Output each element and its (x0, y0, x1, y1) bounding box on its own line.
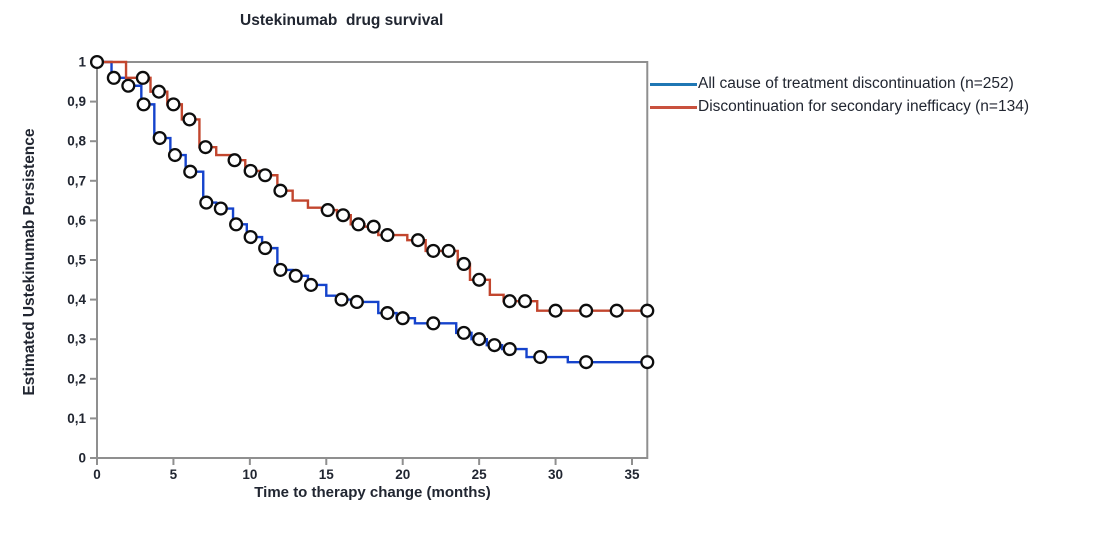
legend-label-secondary-inefficacy: Discontinuation for secondary inefficacy… (698, 98, 1029, 115)
censor-marker-series-0 (183, 164, 198, 179)
censor-marker-series-0 (243, 229, 258, 245)
censor-marker-series-1 (135, 70, 150, 85)
censor-marker-series-1 (198, 140, 213, 155)
y-tick-label: 0,4 (67, 292, 86, 307)
censor-marker-series-1 (517, 294, 533, 309)
x-axis-title: Time to therapy change (months) (254, 484, 491, 501)
y-tick-label: 0,3 (67, 332, 86, 347)
censor-marker-series-1 (182, 112, 197, 127)
x-tick-label: 0 (93, 467, 101, 482)
censor-marker-series-0 (334, 292, 349, 307)
legend-item-all-cause: All cause of treatment discontinuation (… (650, 74, 1029, 94)
censor-marker-series-0 (426, 316, 441, 331)
censor-marker-series-0 (395, 311, 410, 326)
censor-marker-series-0 (502, 342, 517, 357)
censor-marker-series-1 (640, 303, 655, 318)
censor-marker-series-0 (121, 78, 136, 93)
censor-marker-series-1 (336, 208, 351, 223)
censor-marker-series-1 (472, 272, 487, 287)
chart-title: Ustekinumab drug survival (240, 12, 444, 29)
censor-marker-series-1 (548, 303, 563, 318)
censor-marker-series-1 (273, 183, 288, 198)
plot-frame (96, 61, 649, 459)
censor-marker-series-1 (579, 303, 594, 318)
censor-marker-series-0 (487, 338, 502, 353)
censor-marker-series-0 (640, 355, 655, 370)
censor-marker-series-0 (273, 262, 288, 277)
y-tick-label: 0 (78, 451, 86, 466)
y-tick-label: 0,9 (67, 94, 86, 109)
censor-marker-series-0 (579, 355, 594, 370)
censor-marker-series-0 (456, 325, 471, 340)
censor-marker-series-0 (167, 148, 183, 163)
censor-marker-series-0 (89, 54, 105, 70)
legend-line-swatch-blue (650, 82, 697, 86)
legend-item-secondary-inefficacy: Discontinuation for secondary inefficacy… (650, 97, 1029, 117)
x-tick-label: 30 (548, 467, 563, 482)
censor-marker-series-1 (366, 219, 381, 234)
x-tick-label: 5 (170, 467, 178, 482)
legend: All cause of treatment discontinuation (… (650, 74, 1029, 117)
legend-label-all-cause: All cause of treatment discontinuation (… (698, 75, 1014, 92)
censor-marker-series-1 (227, 153, 242, 168)
y-tick-label: 0,6 (67, 213, 86, 228)
censor-marker-series-0 (152, 130, 167, 146)
censor-marker-series-1 (151, 84, 166, 99)
legend-line-swatch-red (650, 105, 697, 109)
censor-marker-series-0 (288, 268, 303, 283)
x-tick-label: 20 (395, 467, 410, 482)
censor-marker-series-1 (380, 228, 395, 243)
censor-marker-series-0 (136, 97, 151, 112)
x-tick-label: 35 (624, 467, 640, 482)
censor-marker-series-1 (258, 168, 273, 183)
censor-marker-series-0 (258, 241, 273, 256)
x-tick-label: 10 (242, 467, 257, 482)
censor-marker-series-0 (303, 277, 319, 292)
censor-marker-series-1 (410, 233, 426, 248)
y-tick-label: 0,8 (67, 134, 86, 149)
censor-marker-series-1 (320, 203, 335, 218)
censor-marker-series-1 (456, 256, 471, 272)
series-path-1 (97, 60, 648, 312)
censor-marker-series-0 (472, 332, 487, 347)
y-tick-label: 0,7 (67, 173, 86, 188)
x-tick-label: 25 (472, 467, 488, 482)
censor-marker-series-1 (502, 294, 517, 309)
censor-marker-series-0 (229, 217, 244, 232)
y-tick-label: 1 (78, 55, 86, 70)
censor-marker-series-0 (380, 306, 395, 321)
censor-marker-series-0 (349, 294, 364, 310)
censor-marker-series-1 (609, 303, 624, 318)
censor-marker-series-1 (166, 97, 181, 112)
censor-marker-series-1 (426, 243, 441, 258)
y-tick-label: 0,5 (67, 253, 86, 268)
y-tick-label: 0,1 (67, 411, 86, 426)
censor-marker-series-1 (243, 163, 258, 178)
censor-marker-series-0 (533, 349, 548, 365)
censor-marker-series-0 (213, 201, 228, 216)
censor-marker-series-0 (106, 70, 121, 85)
y-tick-label: 0,2 (67, 371, 86, 386)
x-tick-label: 15 (319, 467, 335, 482)
censor-marker-series-1 (441, 243, 456, 258)
censor-marker-series-0 (199, 195, 214, 210)
censor-marker-series-1 (351, 217, 366, 232)
